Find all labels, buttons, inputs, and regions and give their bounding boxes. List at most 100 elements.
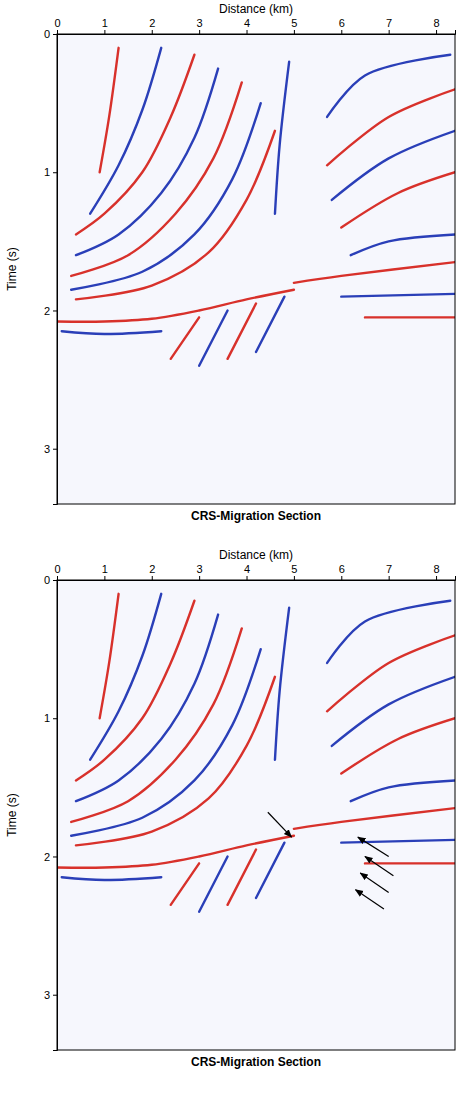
reflector bbox=[327, 89, 455, 165]
arrow bbox=[365, 856, 393, 875]
x-tick-mark bbox=[341, 576, 342, 580]
x-tick-mark bbox=[247, 576, 248, 580]
x-tick-label: 8 bbox=[433, 563, 439, 575]
y-tick: 1 bbox=[44, 166, 57, 178]
x-axis-line bbox=[58, 30, 456, 35]
x-tick-mark bbox=[389, 576, 390, 580]
x-tick: 1 bbox=[102, 563, 108, 580]
plot-frame bbox=[57, 34, 455, 504]
x-tick-label: 3 bbox=[197, 563, 203, 575]
y-tick-mark bbox=[53, 718, 57, 719]
x-tick-mark bbox=[294, 30, 295, 34]
reflector bbox=[256, 297, 284, 352]
figure: 0 1 2 3 4 5 6 7 8 0 1 2 3 Distance (km) Time (s) CRS-Mi… bbox=[0, 0, 463, 1095]
reflector bbox=[62, 877, 162, 880]
arrow bbox=[358, 837, 389, 856]
panel: 0123456780123Distance (km)Time (s)CRS-Mi… bbox=[5, 2, 456, 523]
x-tick-label: 0 bbox=[54, 563, 60, 575]
x-tick-mark bbox=[104, 576, 105, 580]
x-tick-mark bbox=[152, 30, 153, 34]
arrows bbox=[268, 812, 394, 909]
x-tick-label: 5 bbox=[291, 563, 297, 575]
reflector bbox=[327, 635, 455, 711]
x-tick: 3 bbox=[197, 17, 203, 34]
plot-frame bbox=[57, 580, 455, 1050]
y-tick: 0 bbox=[44, 28, 57, 40]
reflector bbox=[199, 856, 227, 911]
reflector bbox=[332, 677, 455, 746]
reflector bbox=[228, 850, 256, 905]
reflector bbox=[100, 594, 119, 718]
x-tick: 1 bbox=[102, 17, 108, 34]
y-tick: 1 bbox=[44, 712, 57, 724]
reflector bbox=[171, 863, 199, 904]
x-tick-mark bbox=[247, 30, 248, 34]
reflector bbox=[256, 843, 284, 898]
x-tick: 8 bbox=[433, 17, 439, 34]
x-axis-title: Distance (km) bbox=[219, 548, 293, 562]
x-tick-label: 6 bbox=[339, 563, 345, 575]
x-tick-label: 2 bbox=[149, 563, 155, 575]
reflector bbox=[71, 628, 242, 822]
y-tick-label: 1 bbox=[44, 712, 50, 724]
reflector bbox=[76, 55, 194, 235]
reflector bbox=[71, 649, 261, 836]
reflector bbox=[76, 131, 275, 300]
x-tick-label: 8 bbox=[433, 17, 439, 29]
reflector bbox=[71, 82, 242, 276]
x-tick: 6 bbox=[339, 17, 345, 34]
reflector bbox=[275, 608, 289, 760]
x-tick-label: 6 bbox=[339, 17, 345, 29]
reflector bbox=[341, 718, 455, 773]
x-tick: 4 bbox=[244, 563, 250, 580]
y-tick: 2 bbox=[44, 304, 57, 316]
x-tick-mark bbox=[152, 576, 153, 580]
reflector bbox=[327, 55, 450, 117]
reflector bbox=[76, 69, 218, 256]
reflector bbox=[341, 294, 455, 297]
x-tick: 0 bbox=[54, 17, 60, 34]
y-tick-mark bbox=[53, 172, 57, 173]
x-tick: 3 bbox=[197, 563, 203, 580]
x-tick-mark bbox=[436, 576, 437, 580]
x-tick-label: 2 bbox=[149, 17, 155, 29]
panel-title: CRS-Migration Section bbox=[191, 509, 321, 523]
y-tick-label: 3 bbox=[44, 443, 50, 455]
reflector bbox=[100, 48, 119, 172]
x-tick-label: 1 bbox=[102, 563, 108, 575]
reflectors bbox=[57, 48, 455, 366]
x-tick-mark bbox=[389, 30, 390, 34]
x-tick: 5 bbox=[291, 563, 297, 580]
plot-area bbox=[57, 34, 455, 504]
x-tick-label: 0 bbox=[54, 17, 60, 29]
x-tick-label: 4 bbox=[244, 563, 250, 575]
x-tick: 6 bbox=[339, 563, 345, 580]
y-axis: 0 1 2 3 bbox=[44, 574, 58, 1050]
x-tick: 8 bbox=[433, 563, 439, 580]
reflector bbox=[228, 304, 256, 359]
reflector bbox=[275, 62, 289, 214]
y-tick-label: 3 bbox=[44, 989, 50, 1001]
x-axis-title: Distance (km) bbox=[219, 2, 293, 16]
reflector bbox=[351, 234, 455, 255]
x-tick-label: 5 bbox=[291, 17, 297, 29]
y-axis-title: Time (s) bbox=[5, 247, 19, 291]
x-tick-mark bbox=[436, 30, 437, 34]
y-axis: 0 1 2 3 bbox=[44, 28, 58, 504]
reflector bbox=[76, 601, 194, 781]
reflector bbox=[327, 601, 450, 663]
reflector bbox=[62, 331, 162, 334]
reflector bbox=[90, 594, 161, 760]
x-tick: 7 bbox=[386, 17, 392, 34]
x-tick-mark bbox=[199, 576, 200, 580]
x-axis: 012345678 bbox=[54, 17, 455, 35]
reflector bbox=[76, 615, 218, 802]
x-tick: 7 bbox=[386, 563, 392, 580]
reflector bbox=[294, 262, 455, 283]
arrow bbox=[360, 873, 388, 892]
y-tick-label: 0 bbox=[44, 574, 50, 586]
y-tick-label: 2 bbox=[44, 850, 50, 862]
y-tick: 2 bbox=[44, 850, 57, 862]
x-tick-mark bbox=[57, 576, 58, 580]
x-tick-label: 7 bbox=[386, 17, 392, 29]
